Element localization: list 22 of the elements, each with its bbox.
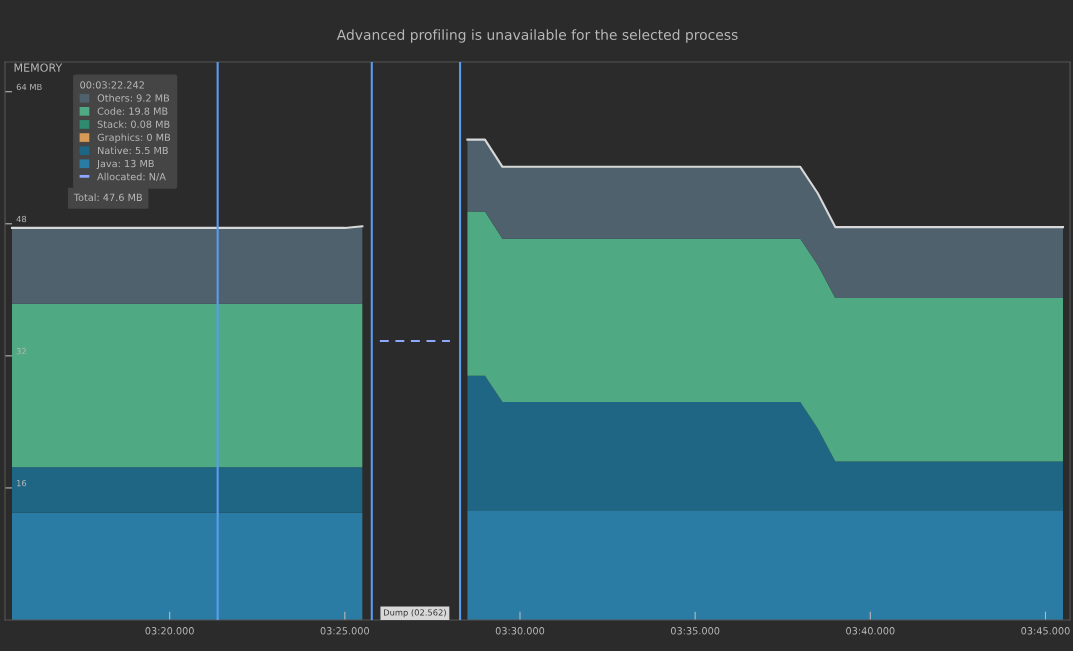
legend-label: Allocated: N/A [97, 172, 166, 182]
annotation: Total: 47.6 MB [73, 193, 142, 202]
x-tick-label: 03:30.000 [495, 627, 545, 635]
legend-title: 00:03:22.242 [80, 81, 144, 89]
y-tick-label: 16 [17, 480, 27, 487]
y-axis-title: MEMORY [14, 63, 63, 72]
legend-label: Stack: 0.08 MB [97, 120, 170, 128]
y-tick-label: 64 MB [16, 83, 42, 91]
y-tick-label: 32 [16, 347, 26, 355]
legend-label: Native: 5.5 MB [98, 146, 168, 155]
x-tick-label: 03:35.000 [670, 627, 720, 635]
x-tick-label: 03:20.000 [145, 627, 194, 635]
legend-label: Others: 9.2 MB [97, 94, 170, 102]
chart-title: Advanced profiling is unavailable for the selected process [336, 29, 738, 43]
legend-label: Graphics: 0 MB [97, 133, 171, 143]
annotation: Dump (02.562) [383, 609, 446, 618]
legend-label: Java: 13 MB [96, 159, 154, 170]
x-tick-label: 03:25.000 [320, 627, 370, 635]
x-tick-label: 03:40.000 [846, 627, 895, 635]
legend-label: Code: 19.8 MB [97, 107, 168, 115]
x-tick-label: 03:45.000 [1021, 627, 1070, 635]
y-tick-label: 48 [16, 215, 27, 223]
